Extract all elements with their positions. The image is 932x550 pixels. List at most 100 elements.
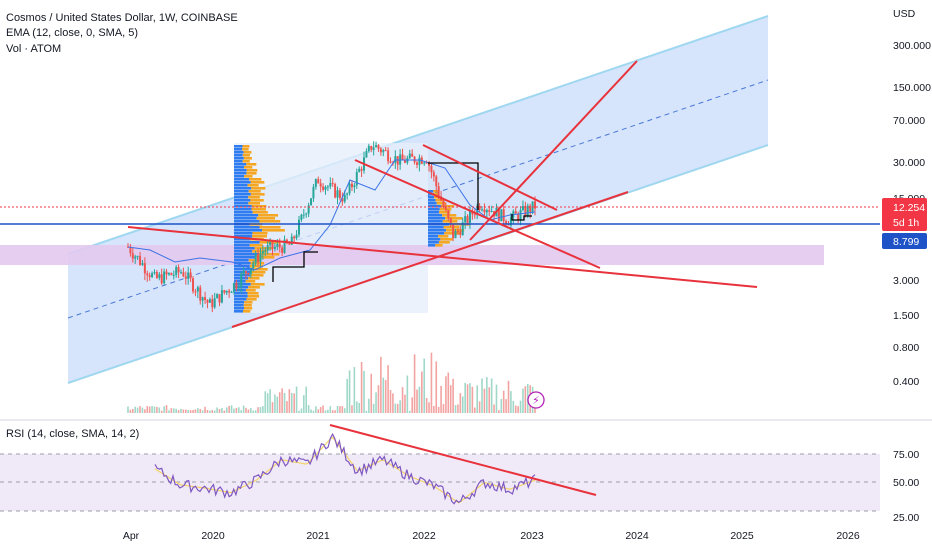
candle-body[interactable]: [187, 272, 190, 279]
candle-body[interactable]: [155, 272, 158, 278]
candle-body[interactable]: [490, 211, 493, 213]
candle-body[interactable]: [375, 145, 378, 148]
candle-body[interactable]: [329, 183, 332, 187]
candle-body[interactable]: [220, 290, 223, 303]
candle-body[interactable]: [158, 274, 161, 278]
candle-body[interactable]: [247, 273, 250, 275]
candle-body[interactable]: [175, 267, 178, 275]
candle-body[interactable]: [529, 205, 532, 212]
rsi-trendline[interactable]: [329, 424, 597, 496]
candle-body[interactable]: [514, 211, 517, 214]
candle-body[interactable]: [237, 287, 240, 289]
candle-body[interactable]: [281, 247, 284, 253]
candle-body[interactable]: [199, 287, 202, 301]
candle-body[interactable]: [326, 186, 329, 188]
candle-body[interactable]: [249, 267, 252, 275]
candle-body[interactable]: [235, 283, 238, 289]
step-line-2[interactable]: [428, 162, 479, 210]
candle-body[interactable]: [192, 278, 195, 292]
candle-body[interactable]: [435, 176, 438, 187]
candle-body[interactable]: [377, 145, 380, 149]
candle-body[interactable]: [271, 242, 274, 249]
candle-body[interactable]: [497, 207, 500, 222]
trendlines[interactable]: [127, 60, 758, 328]
candle-body[interactable]: [305, 213, 308, 215]
candle-body[interactable]: [425, 162, 428, 164]
candle-body[interactable]: [297, 219, 300, 235]
candle-body[interactable]: [307, 205, 310, 214]
candle-body[interactable]: [160, 274, 163, 284]
candle-body[interactable]: [403, 159, 406, 163]
candle-body[interactable]: [449, 217, 452, 225]
candle-body[interactable]: [430, 165, 433, 173]
candle-body[interactable]: [473, 214, 476, 216]
candle-body[interactable]: [370, 145, 373, 150]
candle-body[interactable]: [379, 148, 382, 153]
candle-body[interactable]: [500, 209, 503, 222]
candle-body[interactable]: [163, 271, 166, 284]
candle-body[interactable]: [365, 151, 368, 158]
candle-body[interactable]: [172, 274, 175, 276]
rsi-line[interactable]: [154, 432, 536, 505]
candle-body[interactable]: [519, 209, 522, 220]
candle-body[interactable]: [273, 246, 276, 249]
candle-body[interactable]: [355, 171, 358, 186]
candle-body[interactable]: [428, 163, 431, 166]
candle-body[interactable]: [468, 210, 471, 223]
candle-body[interactable]: [218, 294, 221, 303]
candle-body[interactable]: [336, 190, 339, 198]
candle-body[interactable]: [423, 162, 426, 164]
candle-body[interactable]: [415, 162, 418, 165]
candle-body[interactable]: [189, 272, 192, 279]
candle-body[interactable]: [254, 254, 257, 264]
candle-body[interactable]: [216, 294, 219, 299]
candle-body[interactable]: [230, 291, 233, 293]
candle-body[interactable]: [129, 246, 132, 254]
candle-body[interactable]: [382, 150, 385, 153]
candle-body[interactable]: [228, 290, 231, 293]
candle-body[interactable]: [225, 290, 228, 293]
candle-body[interactable]: [338, 190, 341, 199]
candle-body[interactable]: [350, 183, 353, 188]
candle-body[interactable]: [343, 194, 346, 202]
lightning-icon[interactable]: [527, 391, 545, 409]
candle-body[interactable]: [401, 154, 404, 160]
candle-body[interactable]: [324, 186, 327, 190]
candle-body[interactable]: [459, 231, 462, 236]
candle-body[interactable]: [481, 209, 484, 211]
candle-body[interactable]: [418, 157, 421, 165]
candle-body[interactable]: [411, 153, 414, 157]
candle-body[interactable]: [408, 153, 411, 159]
candle-body[interactable]: [240, 273, 243, 288]
candle-body[interactable]: [196, 287, 199, 292]
candle-body[interactable]: [437, 186, 440, 197]
candle-body[interactable]: [524, 206, 527, 216]
candle-body[interactable]: [331, 183, 334, 185]
candle-body[interactable]: [485, 210, 488, 213]
candle-body[interactable]: [348, 183, 351, 194]
candle-body[interactable]: [269, 242, 272, 246]
candle-body[interactable]: [204, 297, 207, 300]
candle-body[interactable]: [360, 168, 363, 171]
candle-body[interactable]: [141, 263, 144, 265]
legend-volume[interactable]: Vol · ATOM: [6, 43, 62, 55]
candle-body[interactable]: [341, 198, 344, 202]
candle-body[interactable]: [266, 245, 269, 251]
candle-body[interactable]: [153, 272, 156, 274]
candle-body[interactable]: [367, 145, 370, 152]
candle-body[interactable]: [346, 193, 349, 195]
candle-body[interactable]: [310, 198, 313, 206]
candle-body[interactable]: [242, 271, 245, 274]
candle-body[interactable]: [432, 172, 435, 177]
candle-body[interactable]: [521, 206, 524, 210]
candle-body[interactable]: [151, 273, 154, 278]
candle-body[interactable]: [184, 276, 187, 279]
candle-body[interactable]: [139, 256, 142, 265]
candle-body[interactable]: [312, 186, 315, 199]
candle-body[interactable]: [483, 209, 486, 213]
candle-body[interactable]: [177, 267, 180, 273]
candle-body[interactable]: [442, 200, 445, 207]
candle-body[interactable]: [276, 243, 279, 247]
candle-body[interactable]: [264, 250, 267, 252]
candle-body[interactable]: [288, 243, 291, 245]
